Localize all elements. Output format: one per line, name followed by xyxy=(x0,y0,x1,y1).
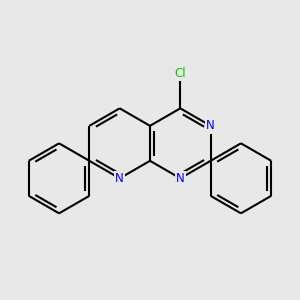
Text: N: N xyxy=(206,119,215,132)
Text: Cl: Cl xyxy=(175,67,186,80)
Text: N: N xyxy=(115,172,124,185)
Text: N: N xyxy=(176,172,185,185)
